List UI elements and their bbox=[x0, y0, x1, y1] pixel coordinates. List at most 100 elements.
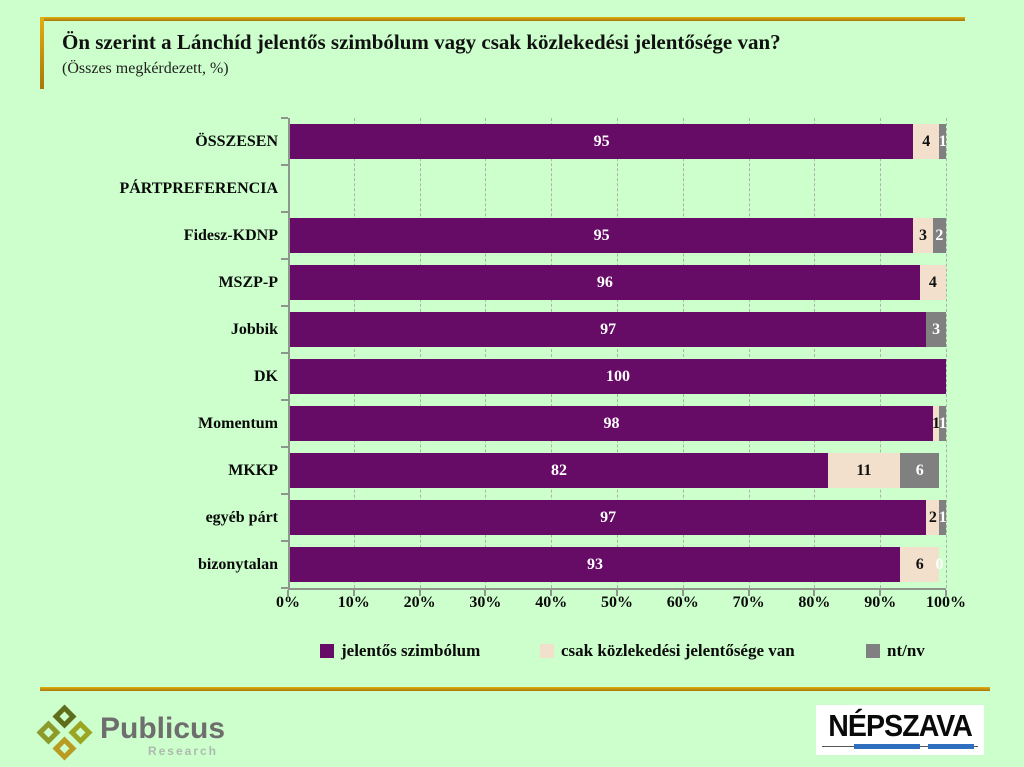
chart-row: DK 100 bbox=[254, 353, 946, 400]
gridline bbox=[748, 118, 750, 588]
chart-row: egyéb párt 97 2 1 bbox=[206, 494, 947, 541]
gridline bbox=[880, 118, 882, 588]
bar-track: 96 4 bbox=[290, 265, 946, 300]
x-tick-label: 80% bbox=[798, 594, 831, 611]
bar-track bbox=[290, 171, 946, 206]
bar-value-label: 3 bbox=[919, 226, 928, 244]
bar-segment-symbol: 97 bbox=[290, 312, 927, 347]
legend-item-ntnv: nt/nv bbox=[866, 641, 925, 661]
bar-segment-transport: 2 bbox=[926, 500, 940, 535]
x-axis-tick bbox=[418, 590, 421, 596]
y-axis-tick bbox=[281, 399, 288, 401]
x-axis-tick bbox=[681, 590, 684, 596]
bar-segment-ntnv: 6 bbox=[900, 453, 940, 488]
bar-value-label: 6 bbox=[915, 461, 924, 479]
legend-item-transport: csak közlekedési jelentősége van bbox=[540, 641, 795, 661]
bar-segment-symbol: 98 bbox=[290, 406, 933, 441]
bar-value-label: 96 bbox=[596, 273, 613, 291]
y-axis-tick bbox=[281, 258, 288, 260]
bar-value-label: 97 bbox=[600, 508, 617, 526]
bar-value-label: 11 bbox=[856, 461, 872, 479]
chart-row: Jobbik 97 3 bbox=[231, 306, 946, 353]
chart-row: Fidesz-KDNP 95 3 2 bbox=[184, 212, 946, 259]
publicus-diamond-icon bbox=[52, 704, 77, 729]
bar-value-label: 98 bbox=[603, 414, 620, 432]
bar-value-label: 6 bbox=[915, 555, 924, 573]
y-axis-tick bbox=[281, 493, 288, 495]
x-tick-label: 90% bbox=[864, 594, 897, 611]
x-tick-label: 70% bbox=[732, 594, 765, 611]
chart-title: Ön szerint a Lánchíd jelentős szimbólum … bbox=[62, 30, 781, 54]
y-axis-tick bbox=[281, 164, 288, 166]
x-axis-tick bbox=[747, 590, 750, 596]
category-label: Jobbik bbox=[230, 321, 278, 338]
chart-row: Momentum 98 1 1 bbox=[198, 400, 947, 447]
publicus-diamond-icon bbox=[52, 736, 77, 761]
bar-value-label: 0 bbox=[935, 555, 944, 573]
category-label: PÁRTPREFERENCIA bbox=[119, 180, 278, 197]
bar-track: 97 3 bbox=[290, 312, 946, 347]
x-tick-label: 30% bbox=[469, 594, 502, 611]
x-axis-tick bbox=[945, 590, 947, 596]
plot-area: ÖSSZESEN 95 4 1 PÁRTPREFERENCIA Fidesz-KDNP 95… bbox=[119, 117, 947, 596]
gridline bbox=[946, 118, 947, 588]
category-label: Fidesz-KDNP bbox=[183, 227, 278, 244]
y-axis-tick bbox=[281, 211, 288, 213]
bar-segment-symbol: 97 bbox=[290, 500, 927, 535]
x-axis-tick bbox=[616, 590, 618, 596]
bar-segment-symbol: 96 bbox=[290, 265, 920, 300]
bar-value-label: 1 bbox=[932, 414, 941, 432]
bar-value-label: 1 bbox=[938, 132, 947, 150]
bar-track: 82 11 6 bbox=[290, 453, 946, 488]
x-axis-tick bbox=[813, 590, 816, 596]
gridline bbox=[682, 118, 684, 588]
bar-value-label: 100 bbox=[606, 367, 630, 385]
category-label: MSZP-P bbox=[218, 274, 278, 291]
legend-label: nt/nv bbox=[887, 641, 925, 660]
x-tick-label: 60% bbox=[666, 594, 699, 611]
x-axis-tick bbox=[879, 590, 882, 596]
bar-value-label: 95 bbox=[593, 226, 610, 244]
gridline bbox=[617, 118, 618, 588]
bar-value-label: 82 bbox=[550, 461, 567, 479]
gridline bbox=[419, 118, 421, 588]
nepszava-wordmark: NÉPSZAVA bbox=[828, 708, 973, 743]
x-axis-tick bbox=[287, 590, 289, 596]
x-axis-labels: 0% 10% 20% 30% 40% 50% 60% 70% 80% 90% 100% bbox=[276, 594, 966, 618]
bar-segment-ntnv: 1 bbox=[939, 500, 947, 535]
x-tick-label: 10% bbox=[337, 594, 370, 611]
bar-segment-transport: 3 bbox=[913, 218, 933, 253]
bar-value-label: 3 bbox=[932, 320, 941, 338]
gridline bbox=[485, 118, 487, 588]
y-axis-tick bbox=[281, 117, 288, 119]
bar-track: 95 4 1 bbox=[290, 124, 947, 159]
y-axis-tick bbox=[281, 305, 288, 307]
bar-value-label: 97 bbox=[600, 320, 617, 338]
bar-segment-ntnv: 1 bbox=[938, 406, 947, 441]
bar-segment-transport: 4 bbox=[919, 265, 946, 300]
bar-track: 98 1 1 bbox=[290, 406, 947, 441]
chart-row: MKKP 82 11 6 bbox=[228, 447, 946, 494]
category-label: bizonytalan bbox=[197, 556, 278, 573]
bar-segment-transport: 4 bbox=[913, 124, 940, 159]
x-axis-tick bbox=[550, 590, 553, 596]
bar-value-label: 4 bbox=[922, 132, 931, 150]
chart-row: ÖSSZESEN 95 4 1 bbox=[195, 118, 947, 165]
bar-value-label: 1 bbox=[938, 414, 947, 432]
bar-segment-symbol: 93 bbox=[290, 547, 901, 582]
y-axis-tick bbox=[281, 446, 288, 448]
nepszava-blue-bar bbox=[854, 744, 920, 749]
legend-swatch-transport bbox=[540, 644, 554, 658]
nepszava-blue-bar bbox=[928, 744, 974, 749]
bar-track: 95 3 2 bbox=[290, 218, 946, 253]
x-tick-label: 20% bbox=[403, 594, 436, 611]
bar-segment-transport: 11 bbox=[827, 453, 901, 488]
bar-value-label: 2 bbox=[928, 508, 937, 526]
legend-swatch-ntnv bbox=[866, 644, 880, 658]
x-tick-label: 0% bbox=[276, 594, 300, 611]
publicus-logo: Publicus Research bbox=[24, 704, 225, 761]
bar-track: 93 6 0 bbox=[290, 547, 946, 582]
bar-track: 97 2 1 bbox=[290, 500, 947, 535]
chart-row: bizonytalan 93 6 0 bbox=[198, 541, 946, 588]
